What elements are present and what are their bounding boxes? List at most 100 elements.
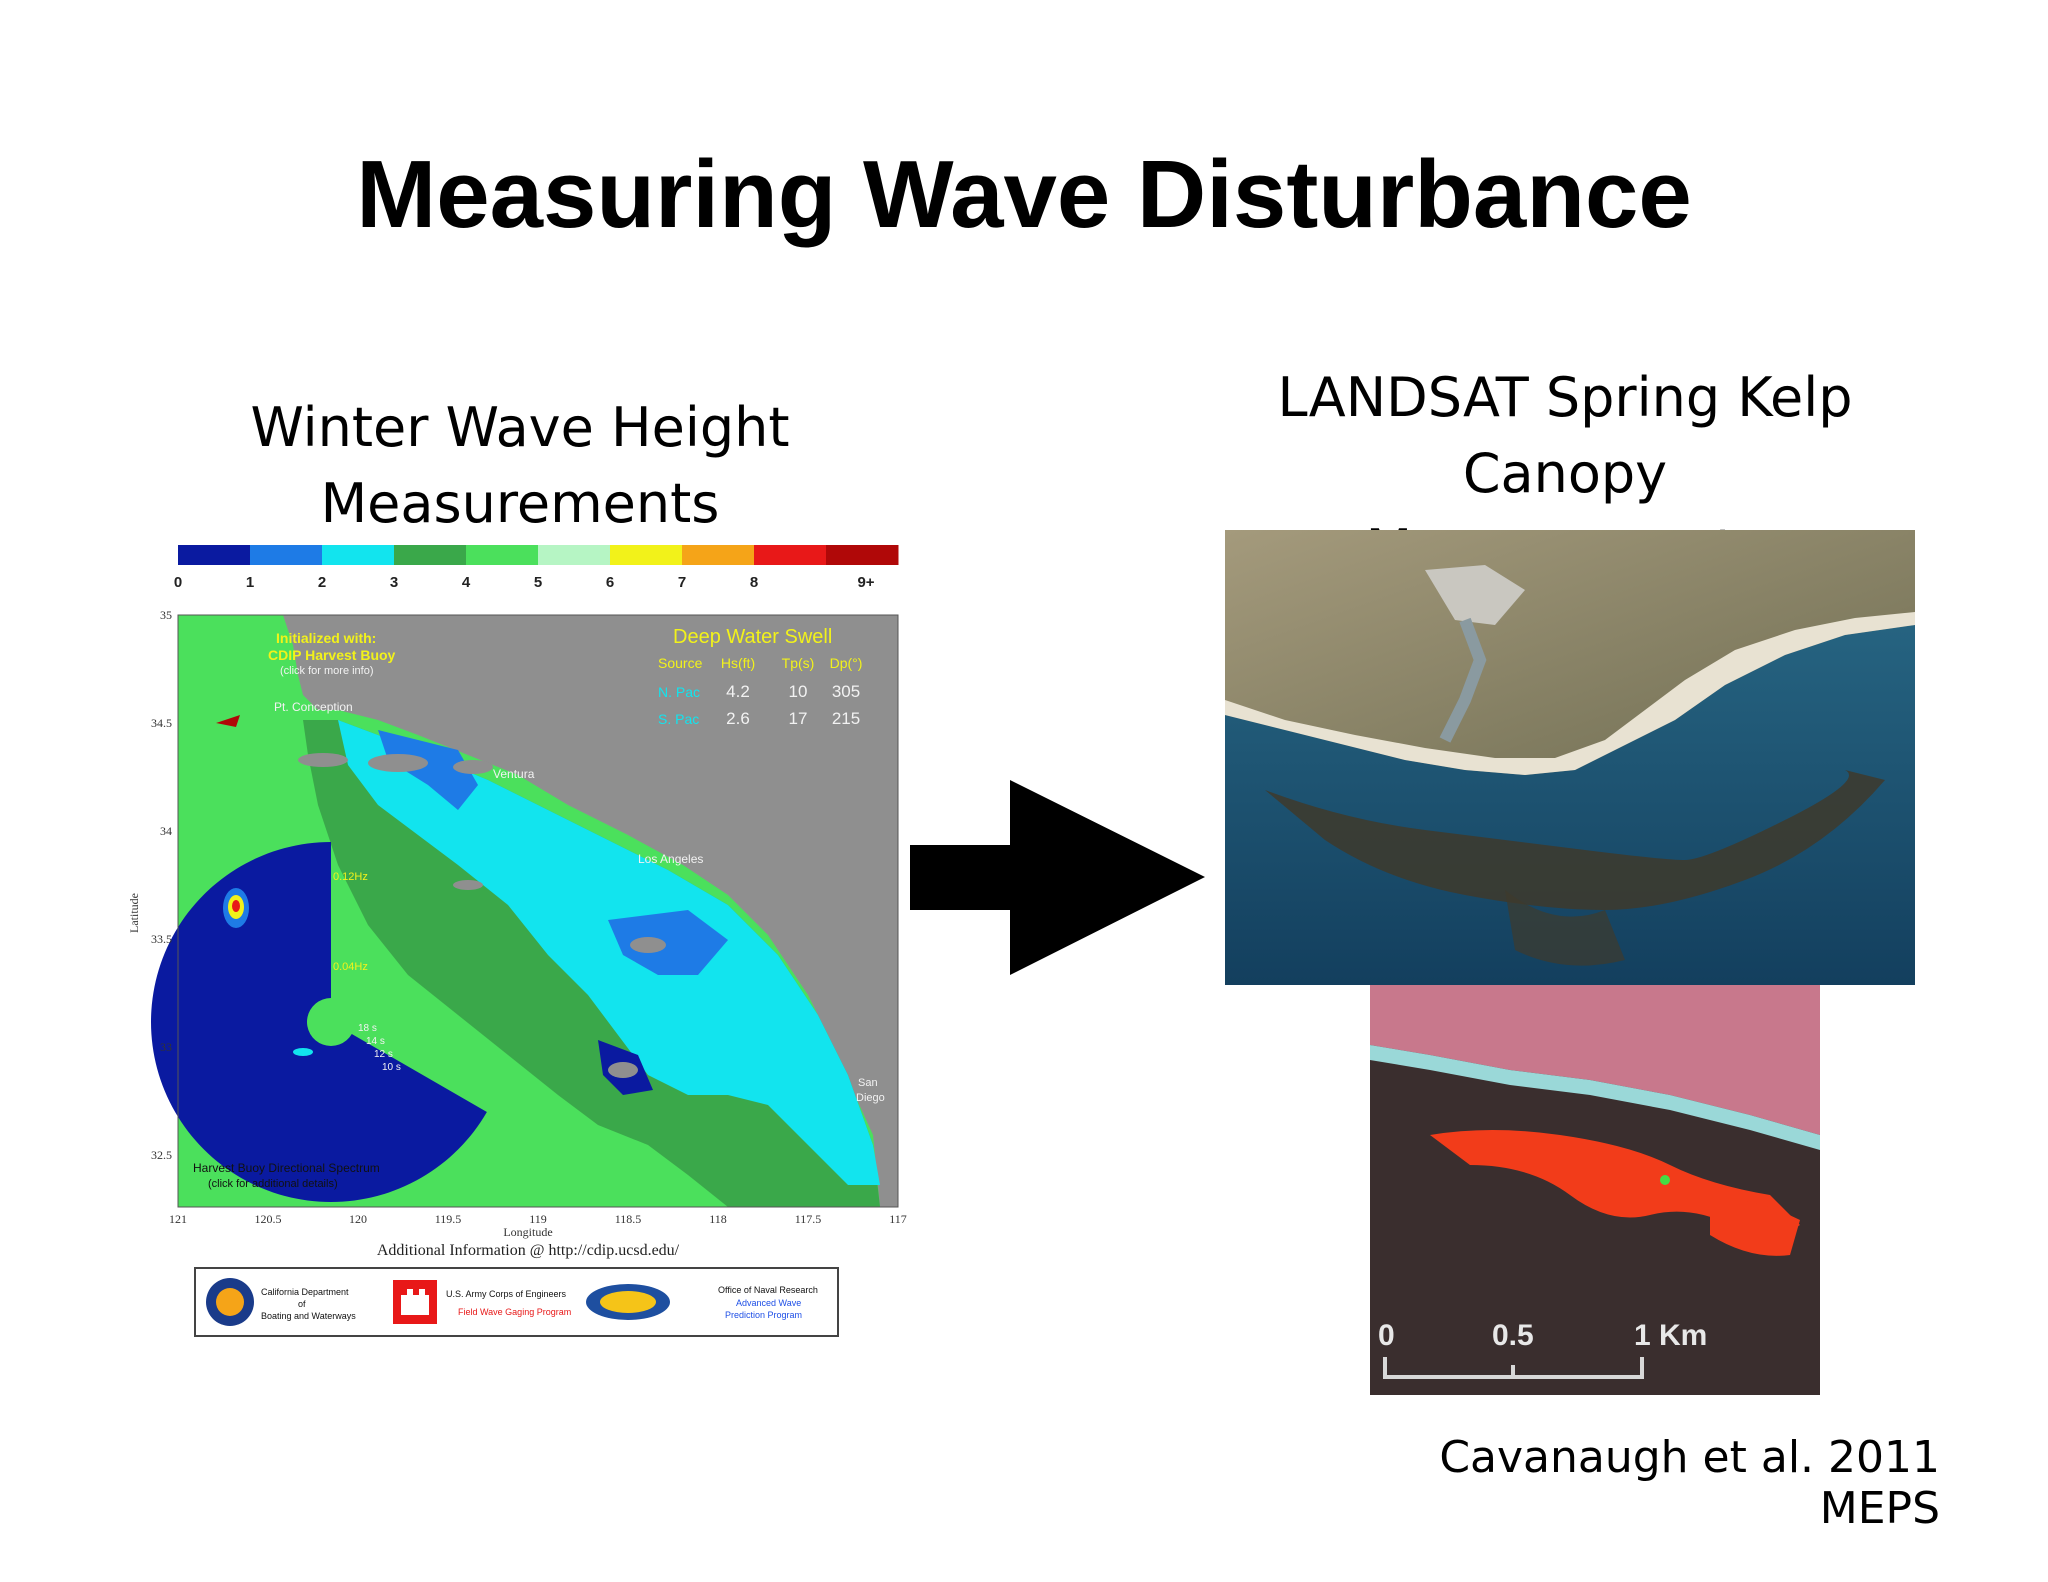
init-label-line3: (click for more info): [280, 665, 374, 677]
colorbar-tick-label: 7: [678, 574, 686, 591]
logo3-line2: Advanced Wave: [736, 1298, 801, 1308]
wave-patch: [608, 910, 728, 975]
init-label-line2: CDIP Harvest Buoy: [268, 647, 396, 663]
slide-title: Measuring Wave Disturbance: [356, 141, 1692, 248]
left-caption-line2: Measurements: [320, 472, 720, 535]
swell-cell: S. Pac: [658, 711, 699, 727]
latitude-tick-label: 33: [160, 1040, 172, 1054]
swell-cell: 4.2: [726, 682, 750, 701]
land: [1225, 530, 1915, 775]
island: [368, 754, 428, 772]
logo3-line1: Office of Naval Research: [718, 1285, 818, 1295]
longitude-tick-label: 121: [169, 1212, 187, 1226]
latitude-tick-label: 34: [160, 824, 172, 838]
latitude-ticks: 35 34.5 34 33.5 33 32.5: [151, 608, 172, 1162]
dbw-seal-inner-icon: [216, 1288, 244, 1316]
colorbar-swatch: [538, 545, 611, 565]
island: [298, 753, 348, 767]
cdip-logo-inner-icon: [600, 1291, 656, 1313]
scale-bar: [1383, 1357, 1644, 1379]
island: [453, 880, 483, 890]
longitude-ticks: 121 120.5 120 119.5 119 118.5 118 117.5 117: [169, 1212, 907, 1226]
scale-label-0: 0: [1378, 1319, 1395, 1352]
colorbar-swatch: [322, 545, 395, 565]
logo-strip-frame: [194, 1267, 839, 1337]
y-axis-label: Latitude: [128, 893, 141, 933]
ventura-label: Ventura: [493, 767, 535, 781]
left-caption: Winter Wave Height Measurements: [200, 390, 840, 542]
right-arrow-icon: [910, 780, 1205, 975]
swell-header: Source: [658, 655, 703, 671]
island: [630, 937, 666, 953]
colorbar-swatch: [610, 545, 683, 565]
arrow-shape: [910, 780, 1205, 975]
los-angeles-label: Los Angeles: [638, 852, 703, 866]
colorbar-swatch: [826, 545, 899, 565]
swell-cell: 2.6: [726, 709, 750, 728]
colorbar-tick-label: 3: [390, 574, 398, 591]
longitude-tick-label: 119: [529, 1212, 547, 1226]
map-panel: Initialized with: CDIP Harvest Buoy (cli…: [151, 614, 899, 1208]
estuary-channel: [1439, 617, 1487, 743]
latitude-tick-label: 35: [160, 608, 172, 622]
landsat-kelp-red-2: [1710, 1199, 1800, 1256]
lagoon: [1425, 565, 1525, 625]
colorbar-swatch: [682, 545, 755, 565]
logo1-line2: of: [298, 1299, 306, 1309]
sponsor-logos: California Department of Boating and Wat…: [194, 1267, 839, 1337]
island: [608, 1062, 638, 1078]
longitude-tick-label: 120: [349, 1212, 367, 1226]
swell-title: Deep Water Swell: [673, 626, 832, 648]
colorbar-tick-label: 9+: [857, 574, 874, 591]
colorbar-swatch: [394, 545, 467, 565]
colorbar-tick-label: 0: [174, 574, 182, 591]
san-diego-label-1: San: [858, 1077, 878, 1089]
wave-height-map-figure: 0 1 2 3 4 5 6 7 8 9+ Initialized with: CDIP Harve…: [128, 545, 907, 1337]
longitude-tick-label: 118.5: [615, 1212, 642, 1226]
colorbar-tick-label: 1: [246, 574, 254, 591]
swell-cell: N. Pac: [658, 684, 700, 700]
latitude-tick-label: 34.5: [151, 716, 172, 730]
colorbar-tick-label: 2: [318, 574, 326, 591]
directional-spectrum: 0.12Hz 0.04Hz 18 s 14 s 12 s 10 s: [151, 842, 487, 1202]
info-line: Additional Information @ http://cdip.ucs…: [377, 1242, 680, 1259]
colorbar-labels: 0 1 2 3 4 5 6 7 8 9+: [174, 574, 875, 591]
kelp-canopy: [1265, 770, 1885, 910]
colorbar-swatch: [250, 545, 323, 565]
logo2-line1: U.S. Army Corps of Engineers: [446, 1289, 567, 1299]
swell-header: Dp(°): [830, 655, 863, 671]
colorbar-tick-label: 5: [534, 574, 542, 591]
spectrum-f2: 0.04Hz: [333, 961, 368, 973]
longitude-tick-label: 117.5: [795, 1212, 822, 1226]
period-label-2: 14 s: [366, 1036, 385, 1047]
aerial-kelp-photo: [1225, 530, 1915, 985]
landsat-kelp-image: 0 0.5 1 Km: [1370, 985, 1820, 1395]
colorbar-swatch: [466, 545, 539, 565]
swell-cell: 10: [789, 682, 808, 701]
beach: [1225, 612, 1915, 775]
landsat-marker: [1660, 1175, 1670, 1185]
period-label-1: 18 s: [358, 1023, 377, 1034]
latitude-tick-label: 32.5: [151, 1148, 172, 1162]
landsat-land: [1370, 985, 1820, 1135]
longitude-tick-label: 118: [709, 1212, 727, 1226]
colorbar-tick-label: 4: [462, 574, 471, 591]
map-frame: [177, 614, 899, 1208]
logo3-line3: Prediction Program: [725, 1310, 802, 1320]
spectrum-title: Harvest Buoy Directional Spectrum: [193, 1161, 380, 1175]
init-label-line1: Initialized with:: [276, 630, 376, 646]
nearshore-wave-zone: [338, 720, 880, 1185]
land-terrain: [178, 615, 898, 1207]
spectrum-subtitle: (click for additional details): [208, 1178, 338, 1190]
spectrum-peak-core: [232, 900, 240, 912]
swell-cell: 305: [832, 682, 860, 701]
longitude-tick-label: 117: [889, 1212, 907, 1226]
period-label-3: 12 s: [374, 1049, 393, 1060]
right-caption-line1: LANDSAT Spring Kelp Canopy: [1277, 366, 1853, 505]
colorbar: [178, 545, 899, 565]
colorbar-swatch: [754, 545, 827, 565]
swell-header: Hs(ft): [721, 655, 755, 671]
buoy-marker: [216, 715, 240, 727]
san-diego-label-2: Diego: [856, 1092, 885, 1104]
wave-patch: [378, 730, 478, 810]
